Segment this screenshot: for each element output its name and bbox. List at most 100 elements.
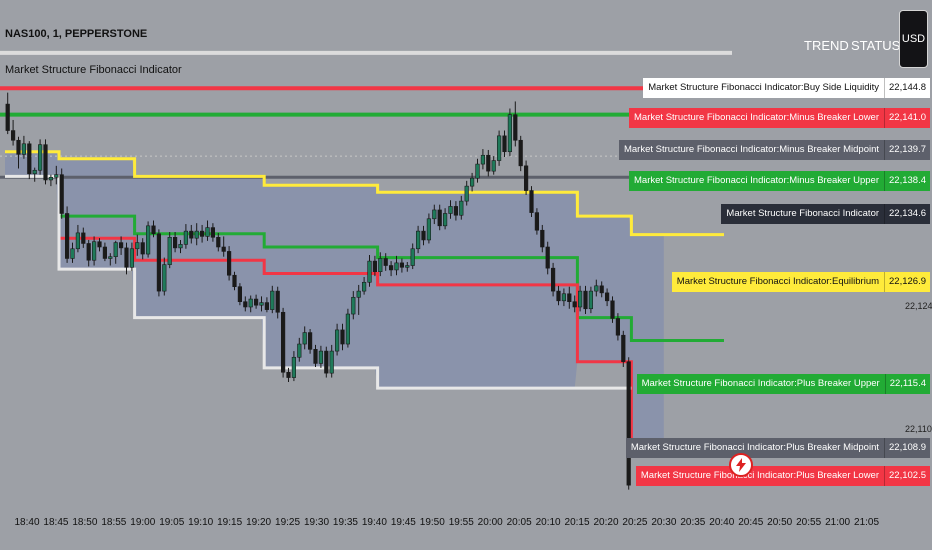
trend-button[interactable]: TREND <box>804 38 849 53</box>
time-tick-label: 19:50 <box>420 517 445 528</box>
price-tag-value: 22,139.7 <box>884 140 930 160</box>
price-tag-name: Market Structure Fibonacci Indicator <box>721 204 885 224</box>
candle-body <box>459 200 464 216</box>
candle-body <box>367 260 372 283</box>
time-tick-label: 20:15 <box>565 517 590 528</box>
candle-body <box>556 290 561 302</box>
candle-body <box>70 248 75 259</box>
step-line <box>59 214 724 342</box>
time-tick-label: 18:45 <box>43 517 68 528</box>
candle-body <box>129 248 135 268</box>
time-tick-label: 20:25 <box>622 517 647 528</box>
candle-body <box>513 114 518 141</box>
price-tag-name: Market Structure Fibonacci Indicator:Plu… <box>636 374 885 394</box>
status-button[interactable]: STATUS <box>851 38 901 53</box>
candle-body <box>291 356 297 378</box>
candle-body <box>280 311 286 373</box>
price-tag: Market Structure Fibonacci Indicator:Equ… <box>671 272 930 292</box>
candle-body <box>254 298 259 306</box>
time-tick-label: 18:50 <box>72 517 97 528</box>
price-tag: Market Structure Fibonacci Indicator:Min… <box>618 140 930 160</box>
candle-body <box>561 293 566 302</box>
candle-body <box>65 213 70 259</box>
candle-body <box>178 244 183 249</box>
time-tick-label: 19:00 <box>130 517 155 528</box>
candle-body <box>588 290 593 310</box>
candle-body <box>92 241 97 261</box>
candle-body <box>340 329 345 345</box>
candle-body <box>32 169 37 175</box>
candle-body <box>356 290 361 298</box>
candle-body <box>59 174 64 214</box>
candle-body <box>502 135 507 153</box>
candle-body <box>167 236 172 265</box>
candle-body <box>146 225 151 255</box>
candle-body <box>227 251 232 276</box>
candle-body <box>183 230 189 245</box>
price-tag-name: Market Structure Fibonacci Indicator:Min… <box>618 140 885 160</box>
candle-body <box>97 241 102 248</box>
candle-body <box>610 300 615 319</box>
candle-body <box>243 301 248 308</box>
price-tag-value: 22,144.8 <box>884 78 930 98</box>
price-tag-value: 22,141.0 <box>884 108 930 128</box>
candle-body <box>545 246 550 269</box>
candle-body <box>378 258 383 273</box>
candle-body <box>216 236 221 248</box>
candle-body <box>156 233 162 292</box>
alert-icon[interactable] <box>729 453 753 477</box>
candle-body <box>318 350 324 364</box>
candle-body <box>113 242 118 258</box>
candles-layer <box>5 92 631 490</box>
step-line <box>59 236 724 456</box>
candle-body <box>594 285 599 292</box>
candle-body <box>140 242 145 255</box>
candle-body <box>442 213 448 227</box>
price-tag: Market Structure Fibonacci Indicator:Min… <box>629 171 930 191</box>
candle-body <box>621 334 626 362</box>
candle-body <box>302 332 307 345</box>
price-tag-name: Market Structure Fibonacci Indicator:Plu… <box>635 466 885 486</box>
candle-body <box>351 296 356 315</box>
axis-label-partial: 22,124.0 <box>905 301 932 311</box>
candle-body <box>599 285 604 294</box>
price-tag: Market Structure Fibonacci Indicator:Buy… <box>643 78 930 98</box>
indicator-title[interactable]: Market Structure Fibonacci Indicator <box>5 64 182 76</box>
candle-body <box>572 301 577 308</box>
candle-body <box>43 144 48 181</box>
time-tick-label: 19:45 <box>391 517 416 528</box>
candle-body <box>259 302 264 306</box>
candle-body <box>372 260 378 273</box>
time-tick-label: 20:00 <box>478 517 503 528</box>
candle-body <box>221 246 226 252</box>
candle-body <box>324 350 329 374</box>
candle-body <box>194 230 199 239</box>
candle-body <box>135 242 140 250</box>
currency-button[interactable]: USD <box>899 10 928 68</box>
time-tick-label: 21:05 <box>854 517 879 528</box>
price-tag: Market Structure Fibonacci Indicator:Plu… <box>636 374 930 394</box>
candle-body <box>119 242 124 249</box>
candle-body <box>210 227 216 238</box>
candle-body <box>399 262 405 268</box>
time-tick-label: 20:55 <box>796 517 821 528</box>
candle-body <box>486 154 491 172</box>
price-tag-name: Market Structure Fibonacci Indicator:Buy… <box>643 78 885 98</box>
candle-body <box>604 292 610 302</box>
candle-body <box>16 139 21 155</box>
candle-body <box>232 274 237 287</box>
candle-body <box>577 290 583 308</box>
candle-body <box>567 293 572 302</box>
candle-body <box>205 227 210 237</box>
candle-body <box>615 318 620 336</box>
candle-body <box>480 154 486 165</box>
price-tag: Market Structure Fibonacci Indicator 22,1… <box>721 204 930 224</box>
candle-body <box>491 160 496 172</box>
time-tick-label: 20:45 <box>738 517 763 528</box>
candle-body <box>383 258 388 266</box>
candle-body <box>54 174 59 178</box>
price-tag-name: Market Structure Fibonacci Indicator:Min… <box>629 171 885 191</box>
time-tick-label: 21:00 <box>825 517 850 528</box>
